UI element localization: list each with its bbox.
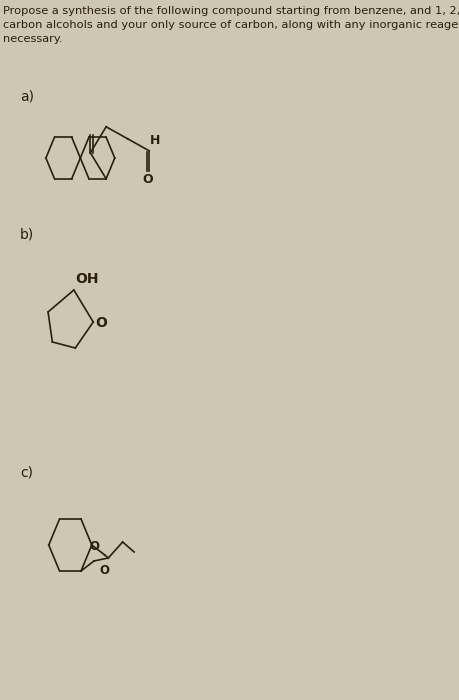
Text: H: H — [150, 134, 160, 147]
Text: O: O — [142, 173, 153, 186]
Text: O: O — [100, 564, 109, 577]
Text: OH: OH — [75, 272, 99, 286]
Text: c): c) — [20, 465, 33, 479]
Text: a): a) — [20, 90, 34, 104]
Text: O: O — [95, 316, 107, 330]
Text: O: O — [89, 540, 99, 553]
Text: Propose a synthesis of the following compound starting from benzene, and 1, 2, o: Propose a synthesis of the following com… — [3, 6, 459, 44]
Text: b): b) — [20, 228, 34, 242]
